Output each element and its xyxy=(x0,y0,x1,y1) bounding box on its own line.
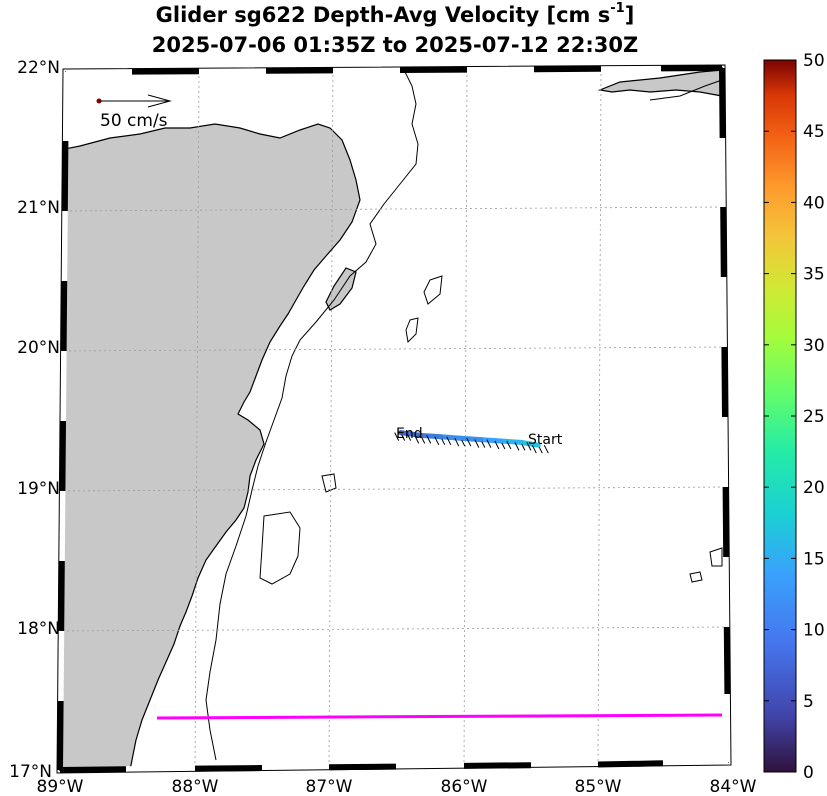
velocity-vector xyxy=(531,444,537,454)
track-segment xyxy=(498,438,524,445)
lon-tick-label: 85°W xyxy=(575,777,622,796)
colorbar xyxy=(763,59,797,773)
glider-track xyxy=(394,430,549,454)
velocity-vector xyxy=(426,435,432,444)
bathymetry-contour xyxy=(423,275,443,305)
lon-tick-label: 86°W xyxy=(441,777,488,796)
lon-tick-label: 84°W xyxy=(710,777,757,796)
velocity-vector xyxy=(494,440,500,450)
colorbar-tick-label: 35 xyxy=(803,265,825,285)
bathymetry-contour xyxy=(205,71,419,761)
colorbar-tick-label: 50 xyxy=(803,51,825,71)
colorbar-tick-label: 5 xyxy=(803,692,814,712)
track-segment xyxy=(418,432,444,440)
land-cuba xyxy=(597,69,723,97)
track-point xyxy=(398,430,403,435)
track-point xyxy=(438,434,443,439)
velocity-vector xyxy=(406,432,412,441)
track-segment xyxy=(398,430,424,438)
colorbar-tick-label: 20 xyxy=(803,478,825,498)
lon-tick-label: 88°W xyxy=(172,777,219,796)
bathymetry-contour xyxy=(709,547,723,567)
track-segment xyxy=(478,437,504,444)
track-segment xyxy=(438,434,464,441)
velocity-vector xyxy=(394,432,400,441)
velocity-vector xyxy=(474,439,480,448)
track-start-label: Start xyxy=(528,432,563,448)
bathymetry-contour xyxy=(259,511,301,585)
map-frame-outer xyxy=(56,64,732,774)
chart-title-line2: 2025-07-06 01:35Z to 2025-07-12 22:30Z xyxy=(151,33,639,57)
reference-arrow xyxy=(96,94,172,108)
section-line xyxy=(156,713,723,720)
bathymetry-contour xyxy=(689,571,703,583)
lon-tick-label: 89°W xyxy=(37,777,84,796)
velocity-vector xyxy=(434,436,440,446)
lat-tick-label: 22°N xyxy=(17,58,60,78)
velocity-vector xyxy=(526,442,532,451)
land-mainland xyxy=(60,123,361,770)
track-segment xyxy=(518,439,541,448)
track-point xyxy=(478,437,484,442)
colorbar-tick-label: 25 xyxy=(803,407,825,427)
track-point xyxy=(498,438,504,444)
velocity-vector xyxy=(543,444,549,454)
colorbar-tick-label: 45 xyxy=(803,122,825,142)
bathymetry-contour xyxy=(321,473,337,493)
lat-tick-label: 18°N xyxy=(17,619,60,639)
bathymetry-contour xyxy=(649,79,723,101)
velocity-vector xyxy=(506,440,512,450)
track-end-label: End xyxy=(396,426,423,442)
chart-title-line1: Glider sg622 Depth-Avg Velocity [cm s-1] xyxy=(155,1,635,27)
track-point xyxy=(458,436,463,441)
lat-tick-label: 19°N xyxy=(17,479,60,499)
reference-arrow-label: 50 cm/s xyxy=(100,111,168,131)
track-point xyxy=(418,433,423,438)
lon-tick-label: 87°W xyxy=(306,777,353,796)
velocity-vector xyxy=(446,436,452,446)
lat-tick-label: 21°N xyxy=(17,198,60,218)
velocity-vector xyxy=(454,437,460,447)
velocity-vector xyxy=(414,435,420,444)
colorbar-tick-label: 10 xyxy=(803,621,825,641)
track-segment xyxy=(458,435,484,443)
colorbar-tick-label: 40 xyxy=(803,193,825,213)
bathymetry-contour xyxy=(405,317,419,344)
track-point xyxy=(536,443,541,448)
graticule xyxy=(61,68,728,769)
lat-tick-label: 20°N xyxy=(17,338,60,358)
map-frame-ticks xyxy=(57,65,731,773)
velocity-vector xyxy=(514,442,520,451)
velocity-vector xyxy=(466,437,472,447)
lat-tick-label: 17°N xyxy=(9,762,52,782)
colorbar-tick-label: 15 xyxy=(803,549,825,569)
track-point xyxy=(518,440,524,445)
velocity-vector xyxy=(486,439,492,448)
colorbar-tick-label: 0 xyxy=(803,763,814,783)
colorbar-tick-label: 30 xyxy=(803,336,825,356)
